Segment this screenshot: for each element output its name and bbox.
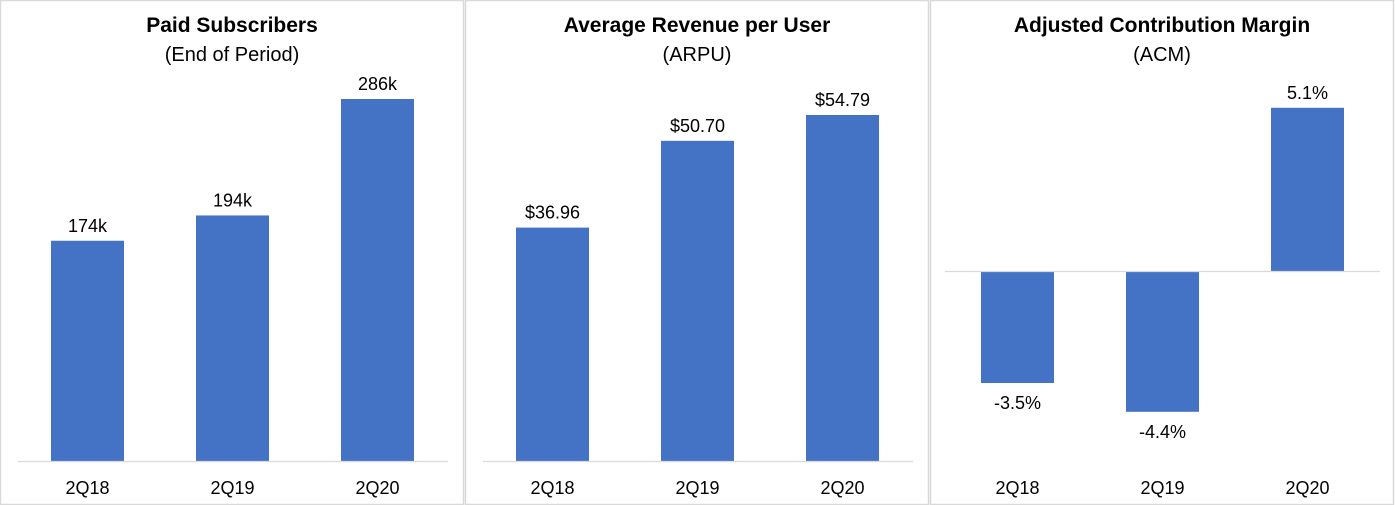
bar-2Q19 — [661, 140, 734, 461]
category-label: 2Q20 — [355, 478, 399, 498]
chart-title: Adjusted Contribution Margin — [1014, 14, 1310, 37]
chart-title: Average Revenue per User — [564, 14, 831, 37]
category-label: 2Q19 — [675, 478, 719, 498]
bar-2Q20 — [1271, 107, 1344, 271]
data-label: -3.5% — [994, 393, 1041, 413]
category-label: 2Q20 — [820, 478, 864, 498]
bar-2Q18 — [981, 271, 1054, 383]
bar-2Q18 — [51, 240, 124, 461]
category-label: 2Q19 — [210, 478, 254, 498]
chart-panel-2: Average Revenue per User (ARPU) $36.96 2Q18… — [464, 0, 930, 505]
category-label: 2Q18 — [530, 478, 574, 498]
chart-panel-1: Paid Subscribers (End of Period) 174k 2Q18 1… — [0, 0, 465, 505]
data-label: $54.79 — [815, 90, 870, 110]
chart-subtitle: (ACM) — [1133, 44, 1191, 66]
category-label: 2Q20 — [1285, 478, 1329, 498]
data-label: 194k — [213, 190, 253, 210]
data-label: 5.1% — [1287, 83, 1328, 103]
data-label: $36.96 — [525, 203, 580, 223]
data-label: $50.70 — [670, 116, 725, 136]
data-label: 286k — [358, 74, 398, 94]
category-label: 2Q18 — [65, 478, 109, 498]
bar-2Q20 — [806, 115, 879, 461]
chart-title: Paid Subscribers — [146, 14, 318, 37]
data-label: -4.4% — [1139, 422, 1186, 442]
bar-2Q19 — [196, 215, 269, 461]
category-label: 2Q19 — [1140, 478, 1184, 498]
category-label: 2Q18 — [995, 478, 1039, 498]
chart-panel-3: Adjusted Contribution Margin (ACM) -3.5% 2Q… — [929, 0, 1395, 505]
bar-2Q18 — [516, 227, 589, 461]
bar-2Q20 — [341, 99, 414, 461]
chart-subtitle: (End of Period) — [165, 44, 300, 66]
data-label: 174k — [68, 216, 108, 236]
chart-subtitle: (ARPU) — [663, 44, 732, 66]
bar-2Q19 — [1126, 271, 1199, 412]
